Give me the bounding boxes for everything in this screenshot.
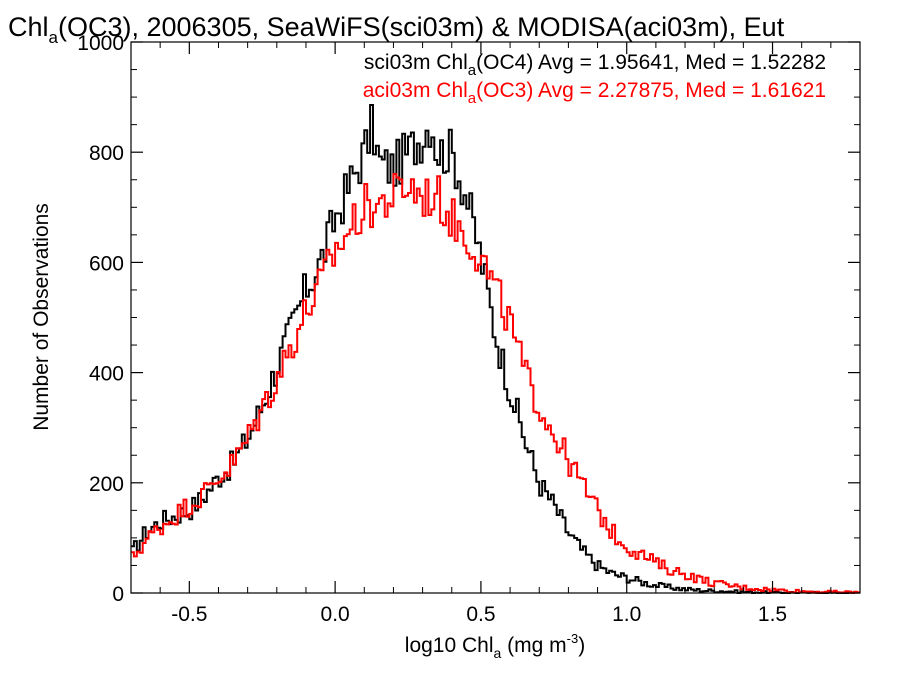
y-tick-label: 800 [89,142,124,165]
y-tick-label: 0 [112,583,124,606]
legend-2-subscript: a [468,90,477,107]
x-axis-title: log10 Chla (mg m-3) [405,631,585,661]
xlabel-superscript: -3 [567,631,579,646]
y-tick-label: 1000 [77,32,124,55]
legend-2-rest: (OC3) Avg = 2.27875, Med = 1.61621 [476,79,826,102]
xlabel-suffix: ) [578,634,585,657]
title-prefix: Chl [8,12,49,42]
title-rest: (OC3), 2006305, SeaWiFS(sci03m) & MODISA… [58,12,785,42]
xlabel-prefix: log10 Chl [405,634,494,657]
y-tick-label: 400 [89,363,124,386]
legend-1-rest: (OC4) Avg = 1.95641, Med = 1.52282 [476,51,826,74]
legend-entry-aci03m: aci03m Chla(OC3) Avg = 2.27875, Med = 1.… [363,79,826,107]
ticks-layer: -0.5 0.0 0.5 1.0 1.5 0 200 400 600 800 1000 [77,32,861,626]
plot-frame [130,41,861,594]
x-tick-label: 0.5 [466,603,495,626]
y-axis-title: Number of Observations [30,203,53,431]
series-line-aci03m [131,173,860,594]
x-tick-label: 1.0 [612,603,641,626]
x-tick-label: -0.5 [171,603,207,626]
legend-entry-sci03m: sci03m Chla(OC4) Avg = 1.95641, Med = 1.… [364,51,826,79]
title-subscript: a [49,28,59,47]
legend-1-prefix: sci03m Chl [364,51,468,74]
y-tick-label: 600 [89,252,124,275]
legend-2-prefix: aci03m Chl [363,79,468,102]
xlabel-middle: (mg m [501,634,566,657]
y-tick-label: 200 [89,473,124,496]
chart-title: Chla(OC3), 2006305, SeaWiFS(sci03m) & MO… [8,12,785,47]
series-line-sci03m [131,104,860,594]
x-tick-label: 0.0 [321,603,350,626]
legend-1-subscript: a [468,62,477,79]
x-tick-label: 1.5 [758,603,787,626]
xlabel-subscript: a [494,645,502,661]
series-layer [131,104,860,594]
